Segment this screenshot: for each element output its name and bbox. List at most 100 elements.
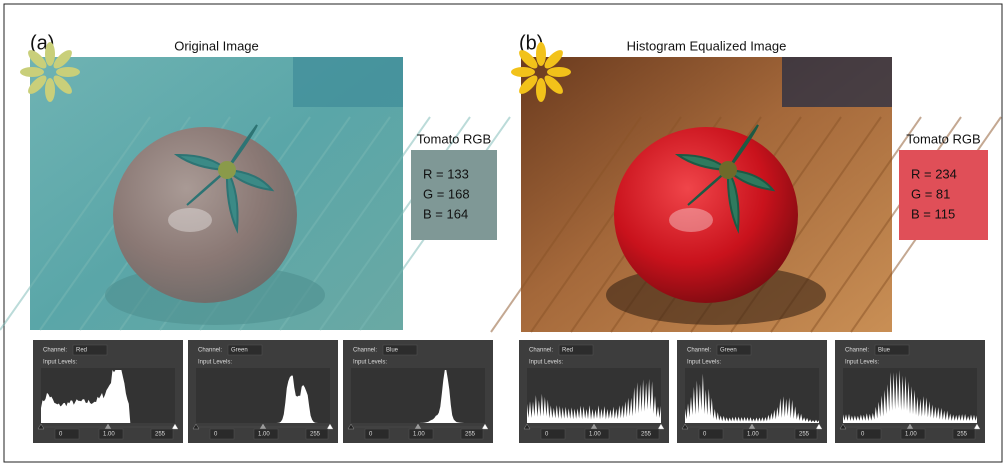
channel-dropdown (382, 344, 418, 356)
stem-leaf (225, 169, 239, 234)
rgb-title: Tomato RGB (906, 131, 980, 146)
panel-title: Original Image (174, 38, 259, 53)
stem-leaf (727, 169, 776, 192)
level-value: 1.00 (103, 432, 115, 438)
histogram-shape (41, 370, 175, 423)
slider-handle (481, 423, 489, 430)
channel-dropdown (716, 344, 752, 356)
stem-leaf (674, 153, 729, 171)
level-field (636, 428, 660, 440)
rgb-value: G = 168 (423, 186, 470, 201)
stem-leaf (726, 169, 740, 234)
input-levels-label: Input Levels: (198, 360, 232, 366)
stem-center (218, 161, 236, 179)
level-field (150, 428, 174, 440)
stem-leaf (226, 169, 275, 192)
slider-handle (657, 423, 665, 430)
histogram-shape (527, 378, 661, 423)
channel-name: Blue (386, 348, 399, 354)
channel-label: Channel: (845, 348, 869, 354)
rgb-swatch (899, 150, 988, 240)
level-value: 255 (957, 432, 968, 438)
slider-handle (347, 423, 355, 430)
flower-petal (511, 67, 535, 77)
slider-handle (326, 423, 334, 430)
level-value: 0 (703, 432, 707, 438)
level-value: 1.00 (589, 432, 601, 438)
channel-label: Channel: (43, 348, 67, 354)
level-value: 1.00 (258, 432, 270, 438)
channel-name: Green (720, 348, 737, 354)
highlight (669, 208, 713, 232)
wood-grain (0, 116, 151, 331)
level-field (98, 428, 124, 440)
stem-leaf (186, 169, 228, 206)
highlight (168, 208, 212, 232)
level-field (856, 428, 882, 440)
level-value: 0 (369, 432, 373, 438)
stem-leaf (173, 153, 228, 171)
channel-name: Red (76, 348, 87, 354)
level-field (794, 428, 818, 440)
level-value: 255 (155, 432, 166, 438)
flower-petal (536, 42, 546, 66)
channel-dropdown (72, 344, 108, 356)
input-levels-label: Input Levels: (353, 360, 387, 366)
level-value: 255 (799, 432, 810, 438)
tomato (113, 127, 297, 303)
rgb-value: R = 133 (423, 166, 469, 181)
level-field (742, 428, 768, 440)
photo (0, 42, 511, 331)
slider-handle (171, 423, 179, 430)
stem-leaf (687, 169, 729, 206)
rgb-title: Tomato RGB (417, 131, 491, 146)
stem-leaf (226, 124, 258, 171)
flower-petal (544, 50, 563, 69)
input-levels-label: Input Levels: (529, 360, 563, 366)
level-field (540, 428, 566, 440)
rgb-value: B = 115 (911, 206, 955, 221)
level-field (209, 428, 235, 440)
level-field (364, 428, 390, 440)
rgb-value: B = 164 (423, 206, 468, 221)
level-value: 1.00 (413, 432, 425, 438)
channel-dropdown (558, 344, 594, 356)
input-levels-label: Input Levels: (845, 360, 879, 366)
frame (3, 3, 1003, 463)
channel-label: Channel: (198, 348, 222, 354)
channel-label: Channel: (687, 348, 711, 354)
rgb-value: G = 81 (911, 186, 950, 201)
level-value: 255 (465, 432, 476, 438)
slider-handle (523, 423, 531, 430)
flower-petal (45, 78, 55, 102)
input-levels-label: Input Levels: (43, 360, 77, 366)
slider-handle (192, 423, 200, 430)
level-field (305, 428, 329, 440)
channel-label: Channel: (353, 348, 377, 354)
channel-name: Green (231, 348, 248, 354)
level-value: 1.00 (747, 432, 759, 438)
flower-petal (20, 67, 44, 77)
level-value: 0 (214, 432, 218, 438)
channel-dropdown (874, 344, 910, 356)
slider-handle (973, 423, 981, 430)
slider-handle (815, 423, 823, 430)
rgb-value: R = 234 (911, 166, 957, 181)
level-field (460, 428, 484, 440)
level-value: 255 (641, 432, 652, 438)
flower-petal (45, 42, 55, 66)
level-field (900, 428, 926, 440)
slider-handle (681, 423, 689, 430)
flower-petal (56, 67, 80, 77)
flower-petal (53, 50, 72, 69)
stem-center (719, 161, 737, 179)
level-field (584, 428, 610, 440)
dark-corner (782, 57, 892, 107)
dark-corner (293, 57, 403, 107)
rgb-swatch (411, 150, 497, 240)
histogram-shape (685, 373, 819, 423)
slider-handle (37, 423, 45, 430)
flower-petal (547, 67, 571, 77)
level-field (952, 428, 976, 440)
histogram-shape (196, 375, 330, 423)
